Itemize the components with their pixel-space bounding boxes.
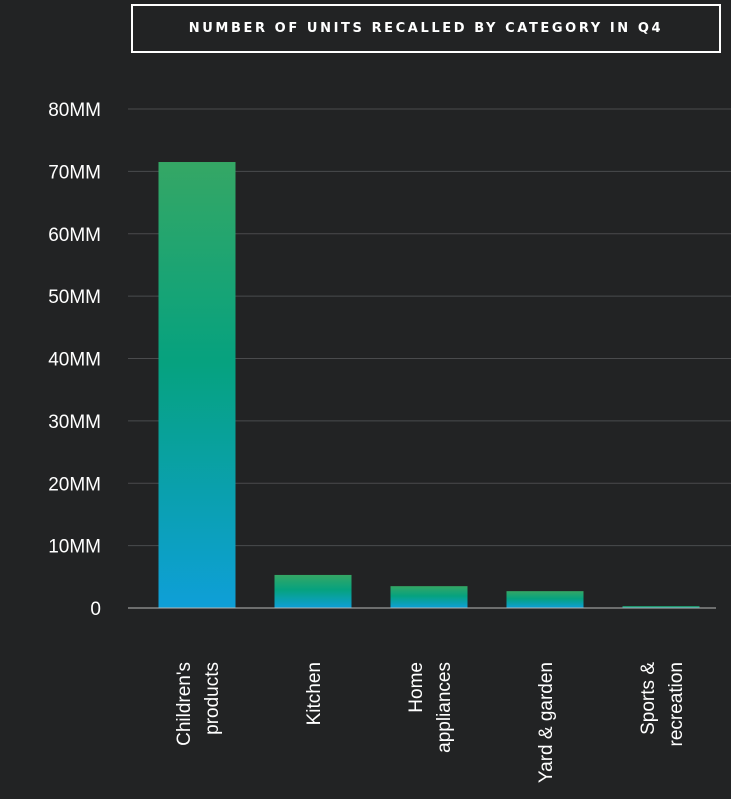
y-tick-label: 20MM [48, 474, 101, 495]
x-tick-label-line: Yard & garden [536, 662, 557, 783]
x-tick-label-line: appliances [434, 662, 455, 753]
y-tick-label: 50MM [48, 287, 101, 308]
bar [275, 575, 352, 608]
x-tick-label-line: Home [406, 662, 427, 713]
y-tick-label: 60MM [48, 225, 101, 246]
x-tick-label-line: recreation [666, 662, 687, 747]
x-axis-tick-labels: Children's products Kitchen Home appliances Y… [174, 662, 687, 783]
y-tick-label: 40MM [48, 350, 101, 371]
bar [391, 586, 468, 608]
bar [159, 162, 236, 608]
x-tick-label: Yard & garden [536, 662, 557, 783]
x-tick-label-line: Sports & [638, 662, 659, 735]
x-tick-label: Children's products [174, 662, 223, 746]
x-tick-label: Kitchen [304, 662, 325, 725]
bar [507, 591, 584, 608]
x-tick-label: Home appliances [406, 662, 455, 753]
y-axis-tick-labels: 0 10MM 20MM 30MM 40MM 50MM 60MM 70MM 80MM [48, 100, 101, 620]
x-tick-label: Sports & recreation [638, 662, 687, 747]
bars [159, 162, 700, 608]
y-tick-label: 10MM [48, 537, 101, 558]
y-tick-label: 0 [90, 599, 101, 620]
y-tick-label: 30MM [48, 412, 101, 433]
x-tick-label-line: products [202, 662, 223, 735]
x-tick-label-line: Children's [174, 662, 195, 746]
x-tick-label-line: Kitchen [304, 662, 325, 725]
y-tick-label: 80MM [48, 100, 101, 121]
y-tick-label: 70MM [48, 162, 101, 183]
